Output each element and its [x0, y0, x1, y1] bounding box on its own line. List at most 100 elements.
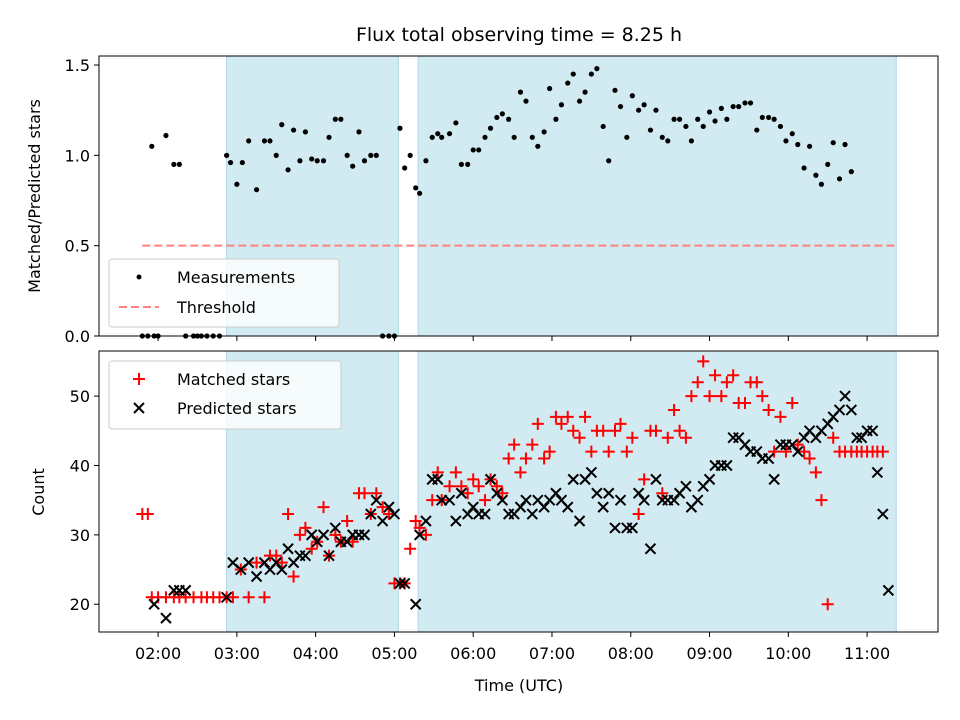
predicted-star-point — [833, 404, 846, 416]
matched-star-point — [626, 431, 639, 444]
measurement-point — [279, 122, 285, 128]
observing-window-2 — [417, 55, 897, 337]
measurement-point — [777, 123, 784, 130]
predicted-star-point — [376, 515, 389, 527]
predicted-star-point — [703, 473, 716, 486]
matched-star-point — [404, 542, 417, 555]
matched-star-point — [141, 508, 154, 521]
predicted-star-point — [365, 508, 377, 520]
matched-star-point — [685, 390, 698, 403]
predicted-star-point — [270, 556, 282, 569]
x-tick-label: 04:00 — [293, 644, 339, 663]
y-tick-label: 0.0 — [65, 327, 90, 346]
matched-star-point — [602, 445, 615, 458]
x-tick-label: 07:00 — [529, 644, 575, 663]
measurement-point — [582, 89, 588, 95]
matched-star-point — [413, 521, 426, 534]
predicted-star-point — [626, 522, 639, 534]
legend-matched-marker — [133, 373, 145, 385]
predicted-star-point — [520, 494, 532, 506]
ratio-legend: Measurements Threshold — [108, 258, 340, 328]
measurement-point — [267, 138, 273, 144]
measurement-point — [397, 125, 403, 131]
predicted-star-point — [160, 612, 172, 624]
predicted-star-point — [609, 522, 621, 534]
matched-star-point — [668, 403, 681, 416]
ratio-panel-frame — [98, 55, 939, 337]
x-tick-label: 06:00 — [450, 644, 496, 663]
measurement-point — [402, 165, 408, 171]
predicted-star-point — [597, 501, 609, 513]
measurement-point — [499, 111, 505, 117]
measurement-point — [730, 103, 736, 110]
predicted-star-point — [282, 543, 294, 555]
measurement-point — [594, 66, 600, 72]
measurement-point — [361, 158, 368, 164]
predicted-star-point — [329, 522, 342, 534]
x-tick-label: 09:00 — [686, 644, 732, 663]
measurement-point — [665, 138, 671, 144]
x-tick-label: 05:00 — [371, 644, 417, 663]
matched-star-point — [514, 466, 527, 479]
predicted-star-point — [877, 508, 889, 520]
legend-threshold-label: Threshold — [176, 298, 256, 317]
predicted-star-point — [370, 494, 383, 506]
measurement-point — [429, 134, 435, 140]
predicted-star-point — [851, 432, 863, 444]
predicted-star-point — [258, 556, 271, 569]
measurement-point — [224, 152, 230, 158]
matched-star-point — [585, 445, 598, 458]
matched-star-point — [419, 528, 432, 541]
measurement-point — [458, 161, 464, 167]
legend-predicted-label: Predicted stars — [177, 399, 297, 418]
predicted-star-point — [573, 515, 586, 527]
measurement-point — [227, 159, 234, 166]
matched-star-point — [638, 473, 651, 486]
predicted-star-point — [567, 473, 579, 486]
count-y-axis-label: Count — [29, 468, 48, 516]
matched-star-point — [715, 390, 728, 403]
matched-star-point — [467, 473, 480, 486]
ratio-legend-box — [108, 258, 340, 328]
matched-star-point — [620, 445, 633, 458]
matched-star-point — [502, 452, 515, 465]
measurement-point — [759, 114, 765, 121]
measurement-point — [309, 156, 315, 162]
measurement-point — [818, 181, 825, 187]
matched-star-point — [697, 355, 710, 368]
matched-star-point — [791, 438, 804, 451]
measurement-point — [239, 159, 245, 166]
measurement-point — [558, 102, 565, 108]
measurement-point — [261, 138, 268, 144]
predicted-star-point — [467, 501, 479, 513]
matched-star-point — [656, 487, 669, 500]
measurement-point — [695, 116, 701, 122]
predicted-star-point — [242, 556, 255, 569]
predicted-star-point — [638, 494, 650, 506]
measurement-point — [470, 147, 476, 153]
measurement-point — [825, 161, 831, 167]
measurement-point — [617, 103, 624, 110]
matched-star-point — [703, 390, 716, 403]
measurement-point — [588, 71, 594, 77]
matched-star-point — [376, 501, 389, 514]
measurement-point — [517, 89, 524, 95]
measurement-point — [813, 172, 819, 178]
measurement-point — [659, 134, 665, 140]
measurement-point — [487, 125, 494, 131]
measurement-point — [314, 158, 320, 164]
count-panel-frame — [98, 350, 939, 633]
predicted-star-point — [420, 515, 432, 527]
y-tick-label: 0.5 — [65, 237, 90, 256]
observing-window-2 — [417, 350, 897, 633]
predicted-star-point — [810, 432, 822, 444]
x-tick-label: 10:00 — [765, 644, 811, 663]
predicted-star-point — [496, 494, 509, 506]
legend-matched-label: Matched stars — [177, 370, 290, 389]
predicted-star-point — [798, 432, 810, 444]
legend-measurements-marker — [136, 274, 142, 280]
matched-star-point — [341, 514, 354, 527]
predicted-star-point — [413, 529, 426, 541]
predicted-star-point — [871, 466, 884, 479]
measurement-point — [273, 152, 279, 158]
